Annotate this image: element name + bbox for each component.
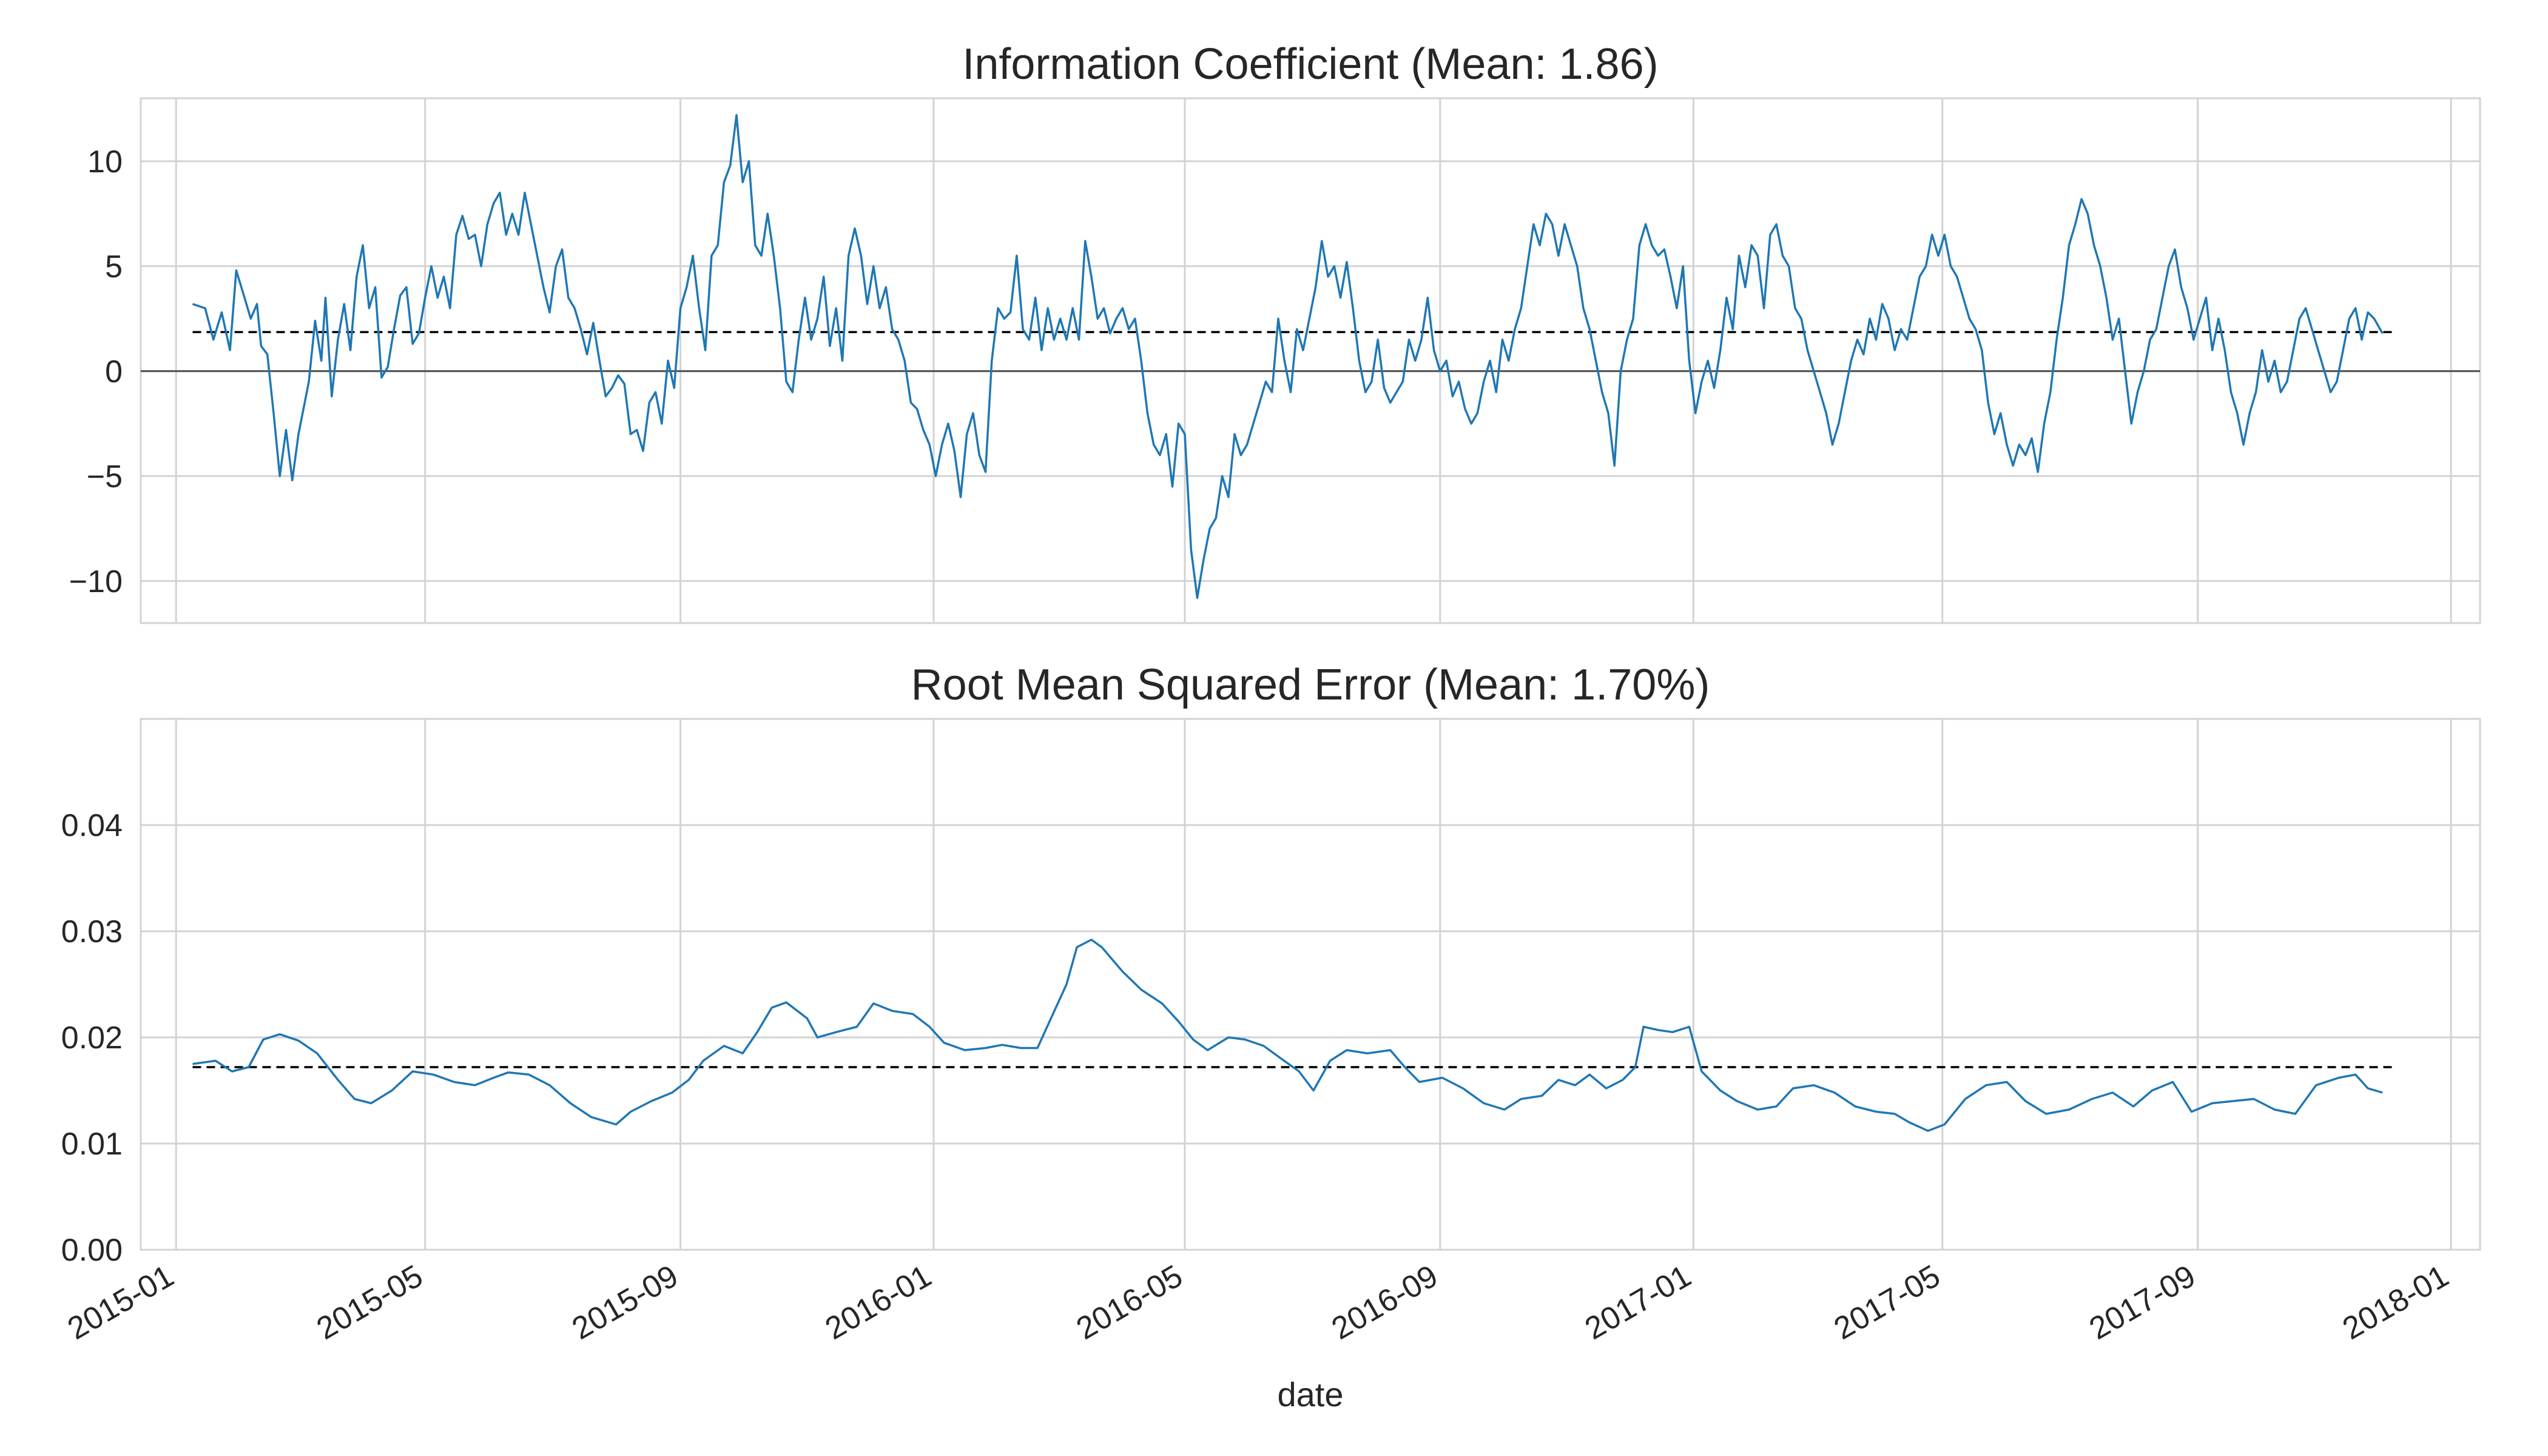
y-tick-label: 0.03 [61,914,123,949]
ic-title: Information Coefficient (Mean: 1.86) [962,40,1658,89]
rmse-y-tick-labels: 0.04 0.03 0.02 0.01 0.00 [61,808,123,1268]
y-tick-label: 0.04 [61,808,123,843]
y-tick-label: −10 [69,564,123,599]
y-tick-label: 10 [87,144,123,180]
y-tick-label: 0 [105,354,123,389]
panel-information-coefficient: 10 5 0 −5 −10 Information Coefficient (Mean:… [69,40,2481,624]
rmse-plot-frame [140,718,2481,1251]
rmse-gridlines [141,719,2480,1251]
rmse-title: Root Mean Squared Error (Mean: 1.70%) [911,661,1710,709]
x-axis-label: date [1278,1375,1344,1414]
rmse-series-line [192,939,2383,1132]
y-tick-label: −5 [87,459,123,494]
ic-plot-frame [140,97,2481,624]
ic-series-line [192,113,2384,599]
y-tick-label: 0.00 [61,1233,123,1268]
y-tick-label: 5 [105,249,123,285]
y-tick-label: 0.02 [61,1020,123,1056]
ic-y-tick-labels: 10 5 0 −5 −10 [69,144,123,599]
y-tick-label: 0.01 [61,1127,123,1162]
